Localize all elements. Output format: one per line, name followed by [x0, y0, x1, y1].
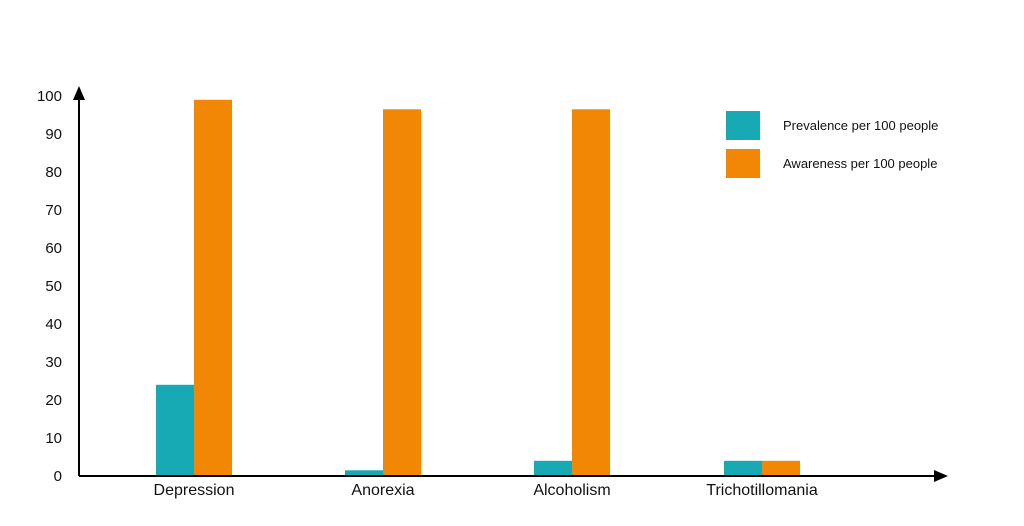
legend-label: Awareness per 100 people: [783, 156, 937, 171]
y-tick-label: 90: [45, 126, 62, 143]
x-axis-arrow: [934, 470, 948, 482]
bar-prevalence-depression: [156, 384, 194, 476]
x-category-labels: Depression Anorexia Alcoholism Trichotillom…: [154, 482, 818, 499]
y-tick-label: 10: [45, 430, 62, 447]
legend: Prevalence per 100 people Awareness per 1…: [726, 111, 938, 178]
x-category-label: Alcoholism: [533, 482, 610, 499]
bars-group: [156, 99, 800, 477]
y-tick-label: 70: [45, 202, 62, 219]
bar-prevalence-alcoholism: [534, 460, 572, 476]
y-tick-label: 50: [45, 278, 62, 295]
bar-awareness-anorexia: [383, 109, 421, 477]
y-axis-arrow: [73, 86, 85, 100]
y-tick-label: 60: [45, 240, 62, 257]
bar-awareness-trichotillomania: [762, 460, 800, 476]
y-tick-label: 100: [37, 88, 62, 105]
y-tick-labels: 0 10 20 30 40 50 60 70 80 90 100: [37, 88, 62, 485]
y-tick-label: 20: [45, 392, 62, 409]
bar-prevalence-trichotillomania: [724, 460, 762, 476]
x-category-label: Anorexia: [351, 482, 414, 499]
y-tick-label: 0: [54, 468, 62, 485]
legend-label: Prevalence per 100 people: [783, 118, 938, 133]
legend-swatch: [726, 111, 760, 140]
x-category-label: Trichotillomania: [706, 482, 818, 499]
y-tick-label: 80: [45, 164, 62, 181]
bar-prevalence-anorexia: [345, 470, 383, 476]
y-tick-label: 40: [45, 316, 62, 333]
y-tick-label: 30: [45, 354, 62, 371]
legend-swatch: [726, 149, 760, 178]
bar-awareness-depression: [194, 99, 232, 477]
x-category-label: Depression: [154, 482, 235, 499]
axes: [73, 86, 948, 482]
bar-awareness-alcoholism: [572, 109, 610, 477]
